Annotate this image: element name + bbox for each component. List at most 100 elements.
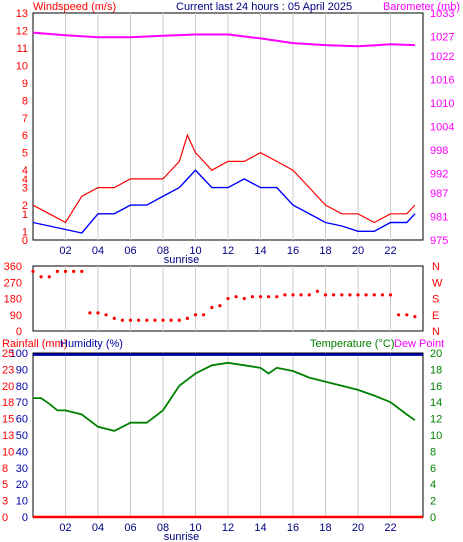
direction-panel: 0 N 90 E 180 S 270 W 360 N xyxy=(4,261,443,338)
direction-point xyxy=(153,318,157,322)
direction-point xyxy=(267,295,271,299)
gust-series-line xyxy=(32,133,416,224)
baro-y-tick-label: 992 xyxy=(430,168,448,180)
temp-y-tick-label: 6 xyxy=(430,463,436,475)
temp-y-tick-label: 12 xyxy=(430,414,442,426)
x-tick-label: 06 xyxy=(124,245,136,257)
wind-y-tick-label: 11 xyxy=(17,43,28,55)
baro-y-tick-label: 1027 xyxy=(430,31,454,43)
direction-point xyxy=(210,305,214,310)
baro-y-tick-label: 1010 xyxy=(430,98,454,110)
direction-point xyxy=(55,269,60,273)
direction-point xyxy=(315,289,319,293)
direction-point xyxy=(364,293,368,297)
direction-point xyxy=(242,296,246,301)
rain-y-tick-label: 25 xyxy=(2,348,14,360)
barometer-axis-title: Barometer (mb) xyxy=(383,1,460,13)
dir-y-tick-label: 360 xyxy=(4,261,22,273)
x-tick-label: 22 xyxy=(384,245,396,257)
direction-point xyxy=(112,316,116,320)
x-tick-label: 14 xyxy=(254,245,266,257)
direction-point xyxy=(283,293,287,297)
humidity-y-tick-label: 90 xyxy=(16,364,28,376)
baro-y-tick-label: 975 xyxy=(430,235,448,247)
sunrise-label: sunrise xyxy=(164,531,199,542)
x-tick-label: 22 xyxy=(384,522,396,534)
x-tick-label: 08 xyxy=(157,522,169,534)
x-tick-label: 04 xyxy=(92,522,104,534)
direction-point xyxy=(128,318,133,322)
temp-y-tick-label: 0 xyxy=(430,512,436,524)
wind-y-tick-label: 5 xyxy=(22,148,28,160)
direction-point xyxy=(39,275,43,279)
baro-y-tick-label: 1004 xyxy=(430,122,454,134)
humidity-y-tick-label: 50 xyxy=(16,430,28,442)
rain-y-tick-label: 23 xyxy=(2,364,14,376)
wind-y-tick-label: 13 xyxy=(16,8,28,20)
rain-y-tick-label: 20 xyxy=(2,381,14,393)
x-tick-label: 02 xyxy=(59,245,71,257)
wind-y-tick-label: 8 xyxy=(22,95,28,107)
x-tick-label: 02 xyxy=(59,522,71,534)
direction-point xyxy=(332,293,336,297)
dir-compass-label: E xyxy=(432,310,439,322)
wind-y-tick-label: 9 xyxy=(22,78,28,90)
dir-y-tick-label: 90 xyxy=(10,310,22,322)
rain-y-tick-label: 18 xyxy=(2,397,14,409)
wind-y-tick-label: 1 xyxy=(22,226,28,238)
dir-y-tick-label: 180 xyxy=(4,294,22,306)
direction-point xyxy=(96,311,100,315)
dir-y-tick-label: 270 xyxy=(4,277,22,289)
direction-point xyxy=(258,295,263,299)
humidity-y-tick-label: 40 xyxy=(16,446,28,458)
direction-point xyxy=(31,269,35,273)
baro-y-tick-label: 987 xyxy=(430,188,448,200)
x-tick-label: 10 xyxy=(189,245,201,257)
temp-y-tick-label: 20 xyxy=(430,348,442,360)
temp-y-tick-label: 18 xyxy=(430,364,442,376)
baro-y-tick-label: 998 xyxy=(430,145,448,157)
rain-y-tick-label: 13 xyxy=(2,430,14,442)
humidity-y-tick-label: 0 xyxy=(22,512,28,524)
direction-point xyxy=(145,318,149,322)
x-tick-label: 18 xyxy=(319,245,331,257)
humidity-y-tick-label: 30 xyxy=(16,463,28,475)
dir-compass-label: N xyxy=(432,326,440,338)
direction-point xyxy=(72,269,76,273)
wind-y-tick-label: 12 xyxy=(16,25,28,37)
direction-point xyxy=(218,304,222,308)
direction-point xyxy=(356,293,360,297)
dewpoint-axis-title: Dew Point xyxy=(394,338,444,350)
rain-y-tick-label: 3 xyxy=(2,496,8,508)
wind-panel: 0112344567891011121397598198799299810041… xyxy=(16,8,455,266)
x-tick-label: 16 xyxy=(287,522,299,534)
humidity-y-tick-label: 20 xyxy=(16,479,28,491)
windspeed-series-line xyxy=(32,169,416,234)
wind-y-tick-label: 3 xyxy=(22,183,28,195)
direction-point xyxy=(120,318,124,322)
direction-point xyxy=(137,318,141,322)
x-tick-label: 12 xyxy=(222,522,234,534)
direction-point xyxy=(80,269,84,273)
x-tick-label: 16 xyxy=(287,245,299,257)
baro-y-tick-label: 1016 xyxy=(430,75,454,87)
direction-point xyxy=(340,293,344,297)
barometer-series-line xyxy=(32,31,415,48)
sunrise-label: sunrise xyxy=(164,254,199,266)
temperature-panel: 0102030405060708090100035810131518202325… xyxy=(2,348,442,542)
temp-y-tick-label: 4 xyxy=(430,479,436,491)
direction-point xyxy=(47,275,51,279)
temp-y-tick-label: 14 xyxy=(430,397,442,409)
wind-y-tick-label: 4 xyxy=(22,174,28,186)
wind-y-tick-label: 10 xyxy=(16,60,28,72)
direction-point xyxy=(177,318,181,322)
windspeed-axis-title: Windspeed (m/s) xyxy=(33,1,116,13)
rain-y-tick-label: 5 xyxy=(2,479,8,491)
humidity-y-tick-label: 70 xyxy=(16,397,28,409)
direction-point xyxy=(161,318,165,322)
chart-title: Current last 24 hours : 05 April 2025 xyxy=(176,1,352,13)
direction-point xyxy=(234,295,238,299)
direction-point xyxy=(104,313,108,317)
direction-point xyxy=(202,313,206,317)
